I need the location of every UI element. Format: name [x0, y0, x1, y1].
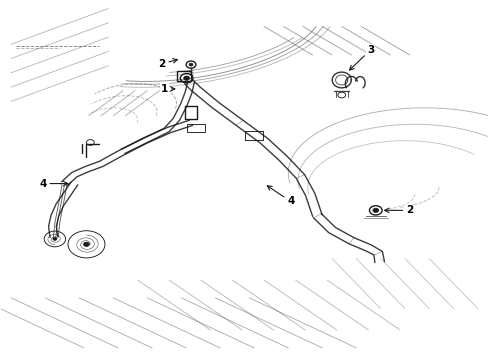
Text: 1: 1 — [161, 84, 175, 94]
Circle shape — [53, 238, 57, 240]
Text: 4: 4 — [267, 186, 294, 206]
Text: 4: 4 — [39, 179, 68, 189]
Text: 2: 2 — [384, 205, 412, 215]
Circle shape — [189, 63, 193, 66]
Text: 3: 3 — [349, 45, 374, 70]
Circle shape — [183, 76, 189, 80]
Circle shape — [83, 242, 89, 247]
Text: 2: 2 — [158, 59, 177, 69]
Circle shape — [372, 208, 378, 212]
Bar — [177, 71, 190, 81]
